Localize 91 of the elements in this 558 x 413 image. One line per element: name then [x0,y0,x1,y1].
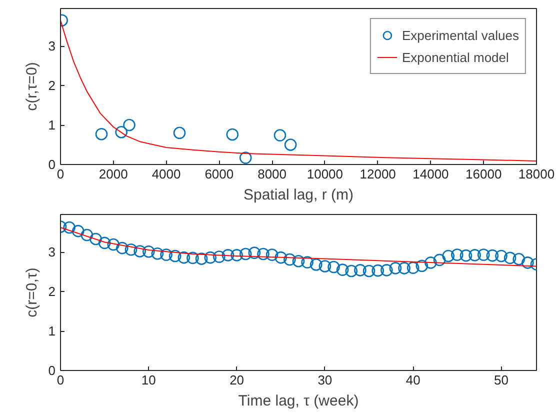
point [226,128,239,141]
point [336,264,349,276]
point [345,264,358,278]
point [433,254,446,266]
y-axis-title: c(r,τ=0) [23,62,40,111]
point [416,260,428,272]
line-series [60,20,536,162]
point [372,264,384,277]
point [80,228,94,242]
point [522,256,534,269]
point [512,252,526,266]
point [204,251,216,264]
x-tick-label: 4000 [152,166,181,182]
point [248,246,261,259]
point [124,244,138,256]
point [160,248,172,261]
y-tick-label: 2 [48,284,56,300]
point [274,129,286,142]
point [230,249,243,262]
y-tick-label: 3 [48,38,56,54]
x-tick-label: 12000 [360,166,396,182]
point [178,251,190,264]
point [239,152,252,164]
point [318,260,332,272]
point [477,248,490,261]
point [398,262,410,274]
x-tick-label: 18000 [518,166,555,182]
point [98,236,111,250]
point [142,245,155,258]
point [328,260,340,274]
y-tick-label: 2 [48,78,56,94]
point [424,256,437,269]
y-tick-label: 1 [48,118,56,133]
point [460,249,472,262]
point [186,252,199,264]
point [495,250,508,262]
y-tick-label: 0 [48,157,56,172]
x-tick-label: 2000 [98,166,128,182]
x-tick-label: 8000 [258,166,287,182]
point [107,238,120,251]
x-axis-title: Time lag, τ (week) [238,392,359,410]
point [451,248,464,261]
point [380,264,393,276]
point [63,221,76,234]
point [257,248,270,260]
point [284,138,297,151]
point [284,253,296,266]
x-tick-label: 10000 [306,166,344,182]
point [406,262,420,274]
x-tick-label: 16000 [466,166,502,182]
y-tick-label: 1 [48,324,56,339]
point [301,256,314,268]
x-tick-label: 14000 [412,166,449,182]
point [362,264,376,278]
x-tick-label: 30 [318,372,332,388]
x-tick-label: 40 [406,372,420,388]
point [486,249,499,262]
point [95,128,108,140]
point [504,252,516,264]
point [213,250,226,263]
point [116,242,128,254]
y-axis-title: c(r=0,τ) [23,268,40,318]
x-axis-title: Spatial lag, r (m) [243,186,354,204]
point [134,245,146,258]
point [239,248,252,260]
point [195,252,208,265]
point [123,118,136,132]
x-tick-label: 50 [494,372,508,388]
point [168,250,182,262]
point [222,249,234,262]
x-tick-label: 20 [230,372,244,388]
point [274,251,288,264]
line-series [60,227,536,267]
point [72,224,84,238]
y-tick-label: 3 [48,244,56,260]
point [115,126,128,138]
point [151,247,164,260]
point [266,248,278,261]
point [173,126,186,140]
legend-label: Experimental values [402,28,519,42]
point [292,254,305,268]
legend-label: Exponential model [402,50,509,64]
point [90,232,102,246]
point [310,258,322,271]
x-tick-label: 6000 [204,166,234,182]
point [354,264,366,276]
x-tick-label: 10 [141,372,156,388]
point [442,250,454,262]
point [389,262,402,274]
y-tick-label: 0 [48,363,56,378]
point [468,249,481,262]
